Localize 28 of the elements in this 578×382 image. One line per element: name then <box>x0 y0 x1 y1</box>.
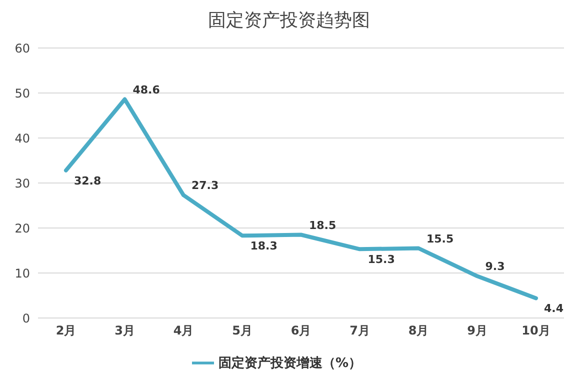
data-label: 9.3 <box>485 260 505 274</box>
y-tick-label: 20 <box>14 221 30 236</box>
x-tick-label: 3月 <box>114 324 135 338</box>
x-tick-label: 7月 <box>350 324 370 338</box>
y-tick-label: 50 <box>14 86 30 100</box>
data-label: 4.4 <box>544 302 564 316</box>
y-tick-label: 60 <box>14 41 30 56</box>
legend-label: 固定资产投资增速（%） <box>218 356 362 372</box>
data-label: 18.3 <box>250 240 278 253</box>
data-label: 15.5 <box>426 232 454 246</box>
y-tick-label: 10 <box>14 266 30 280</box>
data-label: 27.3 <box>192 179 219 192</box>
x-tick-label: 9月 <box>467 324 488 338</box>
data-label: 32.8 <box>74 174 102 188</box>
x-tick-label: 6月 <box>290 324 312 338</box>
y-tick-label: 0 <box>22 311 30 326</box>
x-tick-label: 4月 <box>173 324 194 338</box>
chart-title: 固定资产投资趋势图 <box>207 9 371 32</box>
x-tick-label: 8月 <box>408 324 429 338</box>
y-tick-label: 40 <box>14 131 30 146</box>
data-label: 48.6 <box>132 83 160 96</box>
y-tick-label: 30 <box>14 176 30 190</box>
x-tick-label: 5月 <box>232 324 252 338</box>
x-tick-label: 2月 <box>56 324 76 338</box>
data-label: 18.5 <box>309 218 336 232</box>
data-label: 15.3 <box>368 253 395 266</box>
line-series <box>64 97 538 300</box>
x-tick-label: 10月 <box>522 324 550 338</box>
